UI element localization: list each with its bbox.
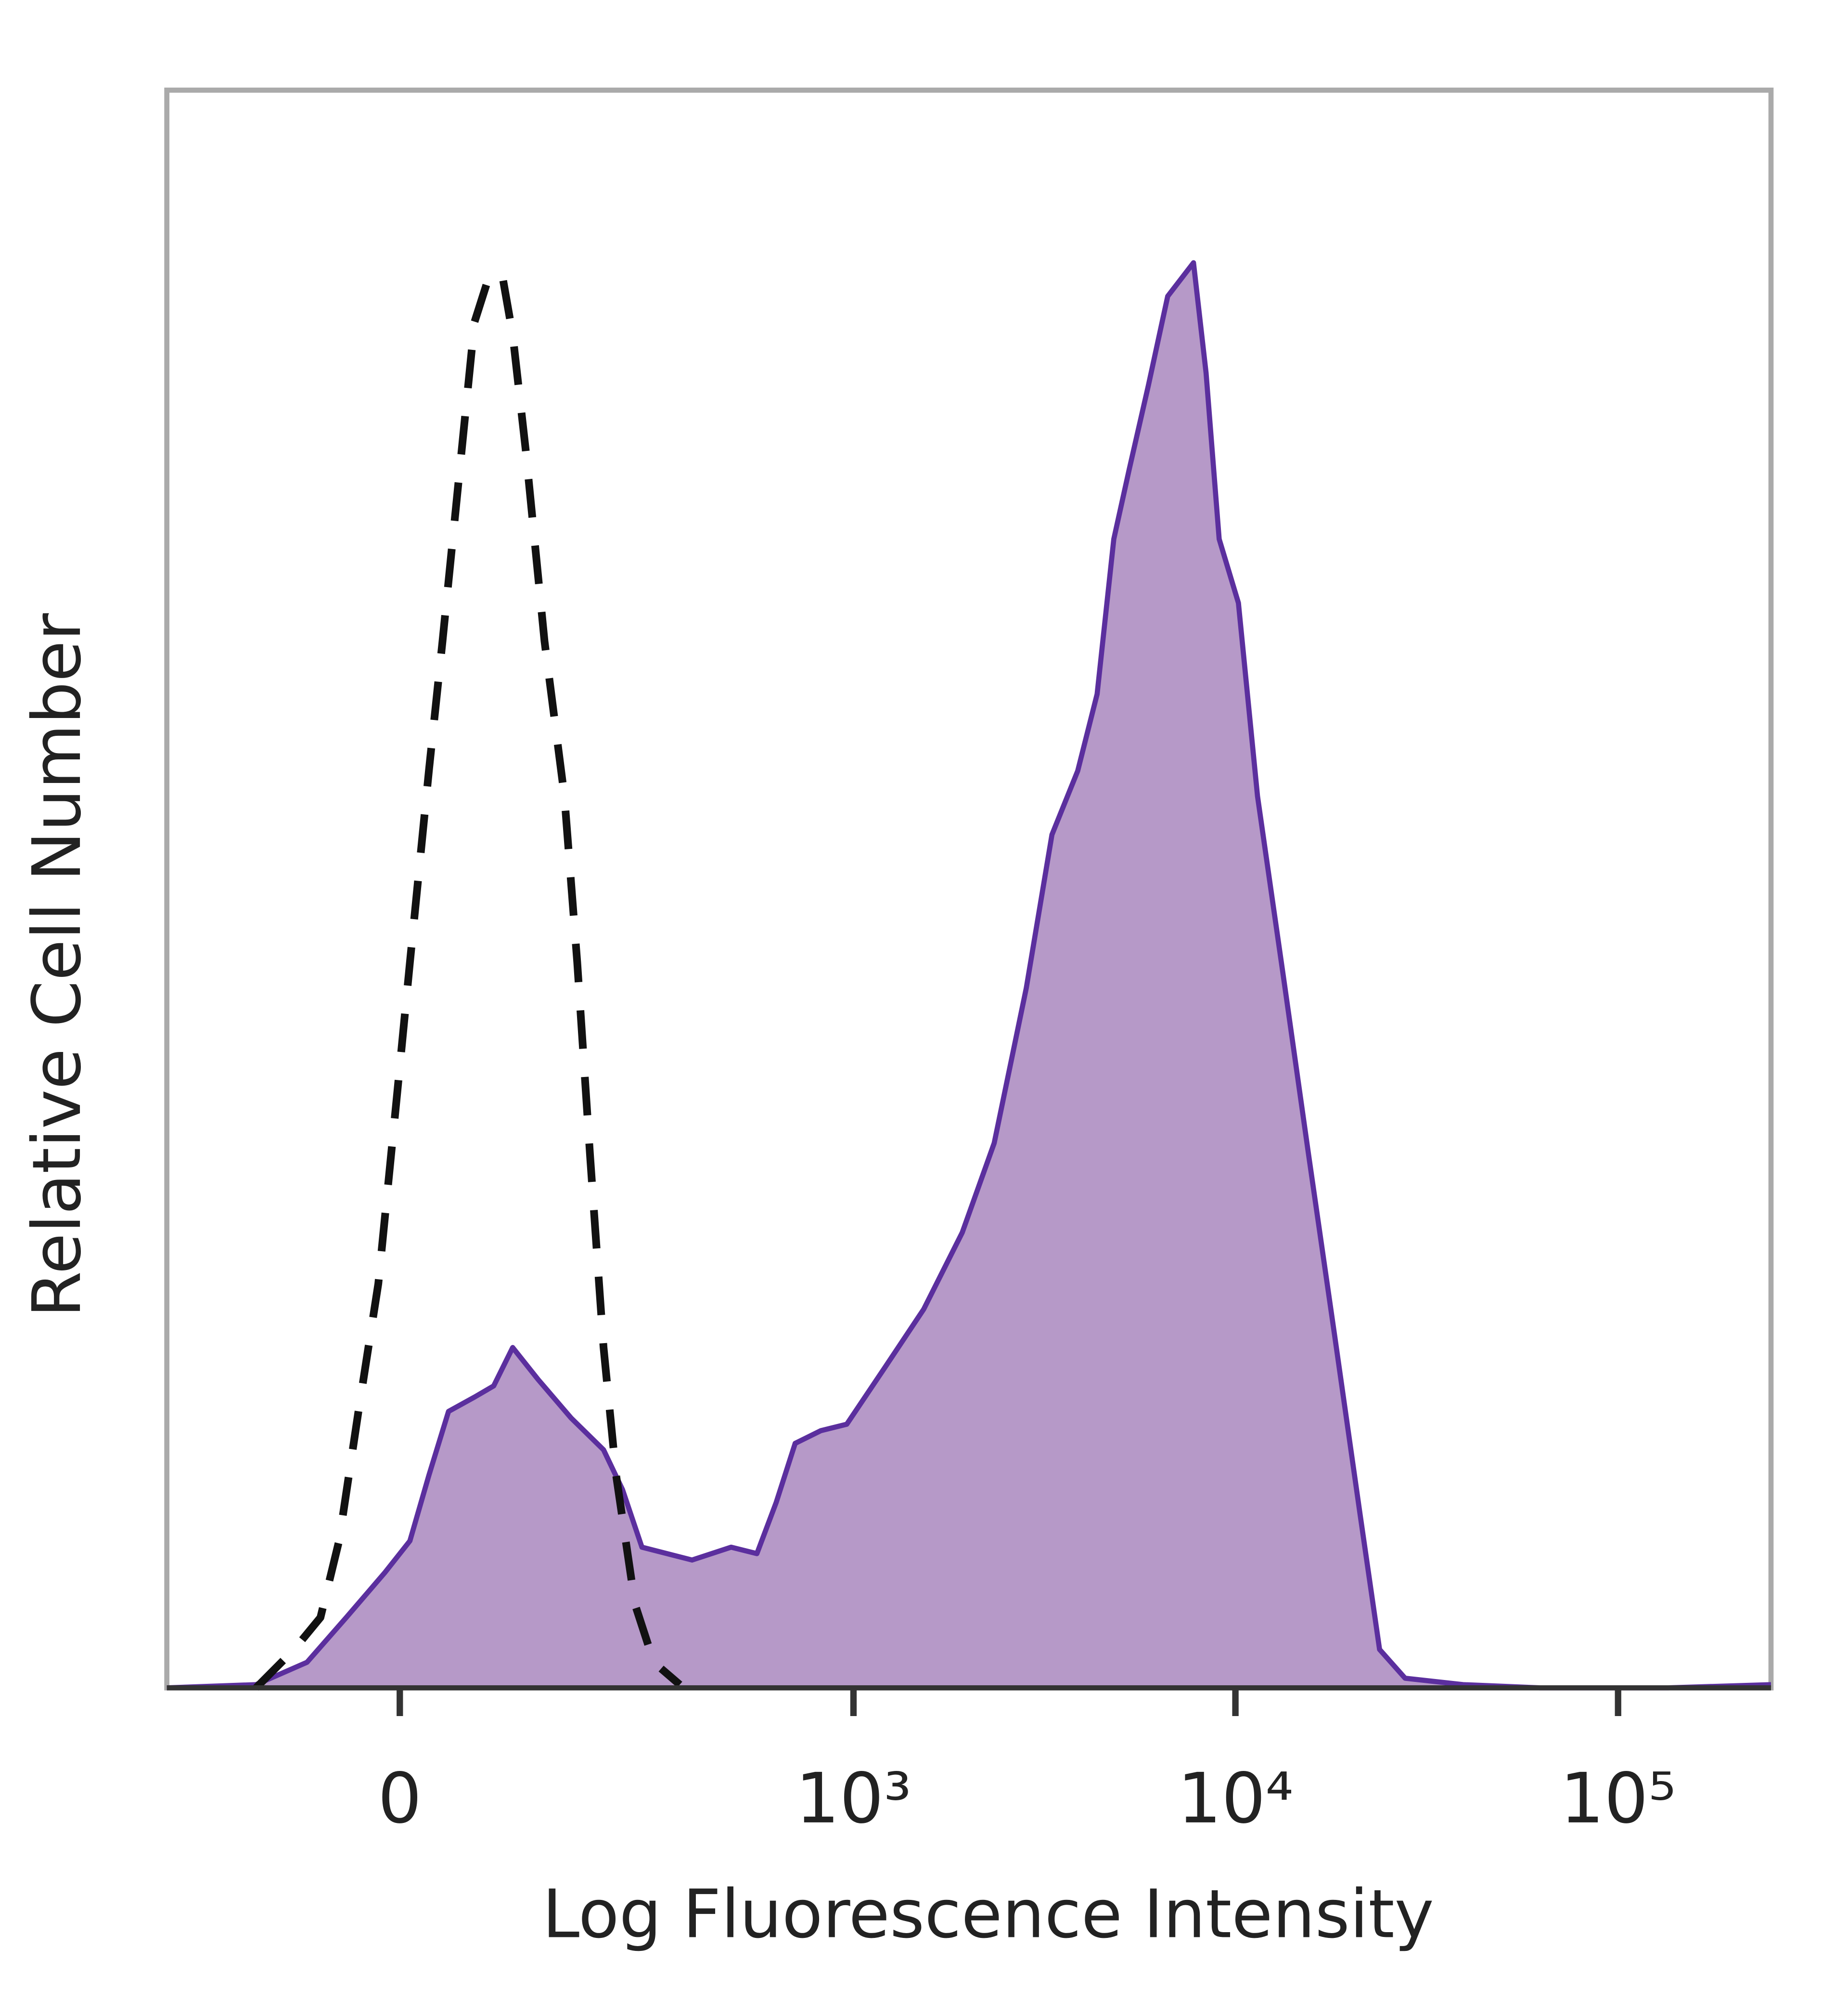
x-tick-label: 10³ <box>796 1758 911 1839</box>
control-histogram-line <box>253 271 682 1691</box>
x-tick-label: 10⁴ <box>1178 1758 1294 1839</box>
y-axis-label: Relative Cell Number <box>18 613 96 1317</box>
histogram-line <box>167 260 1771 1691</box>
histogram-area <box>167 263 1771 1688</box>
data-layer <box>167 260 1771 1691</box>
x-tick-label: 0 <box>378 1758 422 1839</box>
x-tick-label: 10⁵ <box>1560 1758 1676 1839</box>
x-axis-label: Log Fluorescence Intensity <box>542 1875 1434 1953</box>
